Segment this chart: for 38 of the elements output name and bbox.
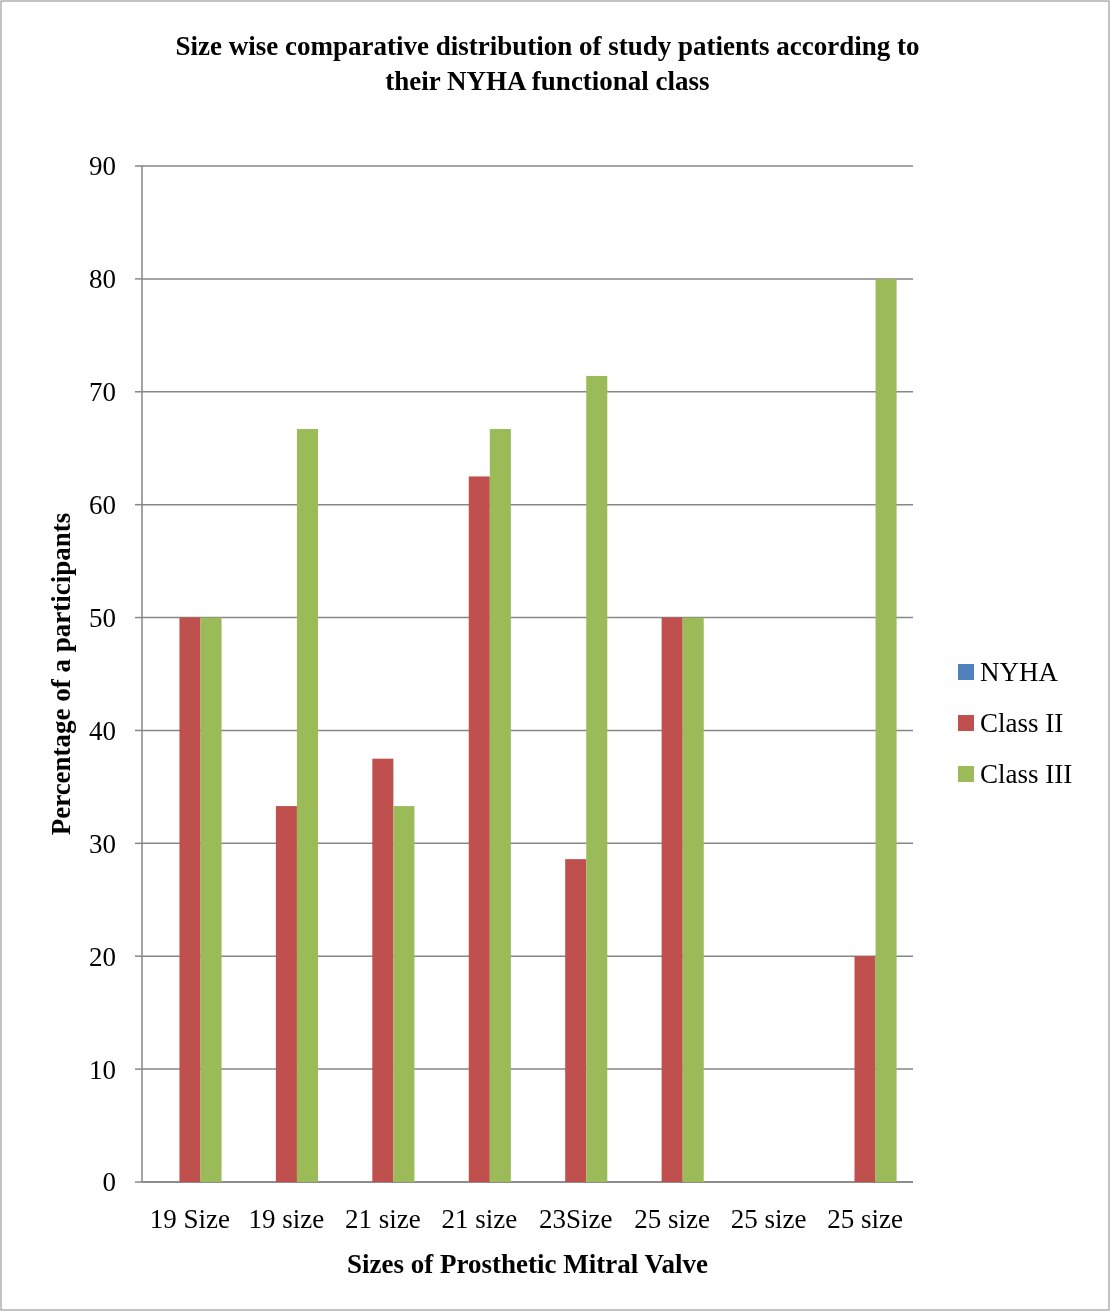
y-tick-label: 10 bbox=[89, 1054, 116, 1085]
legend-label: Class III bbox=[980, 759, 1073, 790]
y-tick-label: 0 bbox=[102, 1167, 116, 1198]
legend-label: NYHA bbox=[980, 657, 1059, 688]
y-tick-label: 30 bbox=[89, 828, 116, 859]
x-tick-label: 21 size bbox=[344, 1204, 421, 1234]
bar bbox=[682, 617, 704, 1182]
y-axis-title: Percentage of a participants bbox=[46, 512, 76, 836]
bar bbox=[854, 956, 876, 1182]
bar bbox=[200, 617, 222, 1182]
y-tick-label: 80 bbox=[89, 264, 116, 295]
bar bbox=[393, 806, 415, 1182]
y-tick-label: 60 bbox=[89, 490, 116, 521]
x-tick-label: 25 size bbox=[634, 1204, 711, 1234]
x-tick-label: 19 size bbox=[248, 1204, 325, 1234]
y-tick-label: 20 bbox=[89, 941, 116, 972]
bar bbox=[661, 617, 683, 1182]
bar bbox=[565, 859, 587, 1182]
bar bbox=[875, 278, 897, 1182]
x-axis-title: Sizes of Prosthetic Mitral Valve bbox=[347, 1249, 708, 1279]
x-tick-label: 21 size bbox=[441, 1204, 518, 1234]
x-tick-label: 25 size bbox=[827, 1204, 903, 1234]
bar bbox=[468, 476, 490, 1182]
bar bbox=[179, 617, 201, 1182]
y-tick-label: 90 bbox=[89, 151, 116, 182]
x-tick-label: 25 size bbox=[730, 1204, 807, 1234]
y-tick-label: 40 bbox=[89, 715, 116, 746]
bar bbox=[489, 429, 511, 1182]
y-tick-label: 50 bbox=[89, 603, 116, 634]
bar bbox=[372, 758, 394, 1182]
chart-title: Size wise comparative distribution of study patients according to their NYHA functional class bbox=[175, 31, 920, 96]
x-tick-label: 19 Size bbox=[149, 1204, 231, 1234]
bar bbox=[296, 429, 318, 1182]
bar bbox=[275, 806, 297, 1182]
legend-label: Class II bbox=[980, 708, 1064, 739]
y-tick-label: 70 bbox=[89, 377, 116, 408]
bar bbox=[586, 375, 608, 1182]
x-tick-label: 23Size bbox=[538, 1204, 613, 1234]
